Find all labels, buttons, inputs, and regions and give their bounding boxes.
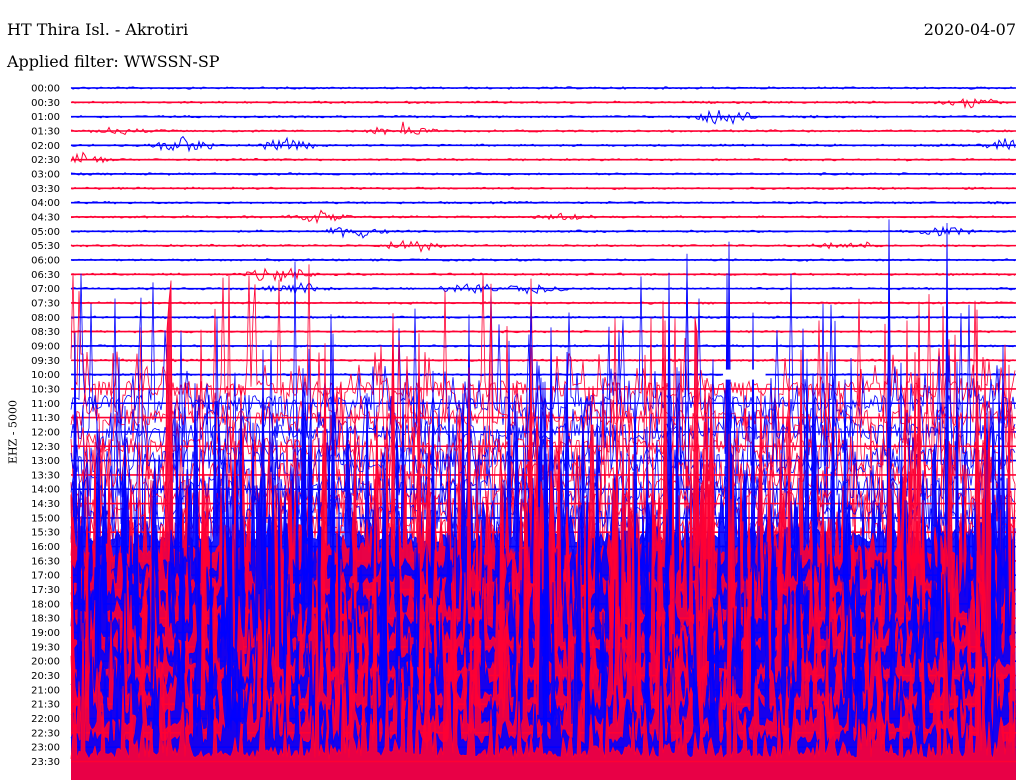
trace-line xyxy=(70,267,1016,282)
time-label: 05:30 xyxy=(31,241,60,252)
time-label: 16:00 xyxy=(31,542,60,553)
trace-lines xyxy=(70,86,1016,780)
time-label: 20:30 xyxy=(31,671,60,682)
time-label: 10:30 xyxy=(31,384,60,395)
time-label: 09:00 xyxy=(31,341,60,352)
time-label: 17:30 xyxy=(31,585,60,596)
time-label: 13:00 xyxy=(31,456,60,467)
trace-line xyxy=(70,515,1016,747)
time-label: 03:30 xyxy=(31,184,60,195)
time-label: 01:30 xyxy=(31,126,60,137)
time-label: 22:30 xyxy=(31,728,60,739)
time-label: 04:00 xyxy=(31,198,60,209)
time-label: 12:30 xyxy=(31,442,60,453)
saturated-trace-fill xyxy=(71,433,1016,780)
time-label: 18:30 xyxy=(31,614,60,625)
trace-line xyxy=(70,151,1016,164)
date-label: 2020-04-07 xyxy=(923,20,1016,39)
time-label: 12:00 xyxy=(31,427,60,438)
time-label: 11:30 xyxy=(31,413,60,424)
time-label: 16:30 xyxy=(31,556,60,567)
time-label: 23:30 xyxy=(31,757,60,768)
time-label: 04:30 xyxy=(31,212,60,223)
time-label: 02:00 xyxy=(31,141,60,152)
time-label: 15:00 xyxy=(31,513,60,524)
time-label: 00:30 xyxy=(31,98,60,109)
time-label: 09:30 xyxy=(31,356,60,367)
trace-line xyxy=(70,97,1016,109)
trace-line xyxy=(70,290,1016,547)
time-label: 14:00 xyxy=(31,485,60,496)
time-label: 23:00 xyxy=(31,743,60,754)
time-label: 21:30 xyxy=(31,700,60,711)
time-label: 18:00 xyxy=(31,599,60,610)
data-gap xyxy=(723,369,766,380)
time-label: 17:00 xyxy=(31,571,60,582)
time-label: 08:00 xyxy=(31,313,60,324)
filter-label: Applied filter: WWSSN-SP xyxy=(7,52,220,71)
time-label-column: 00:00 00:30 01:00 01:30 02:00 02:30 03:00 03:30… xyxy=(31,84,60,769)
trace-line xyxy=(70,225,1016,239)
time-label: 06:00 xyxy=(31,255,60,266)
time-label: 10:00 xyxy=(31,370,60,381)
time-label: 02:30 xyxy=(31,155,60,166)
station-title: HT Thira Isl. - Akrotiri xyxy=(7,20,189,39)
trace-line xyxy=(70,253,1016,652)
time-label: 11:00 xyxy=(31,399,60,410)
time-label: 03:00 xyxy=(31,169,60,180)
time-label: 21:00 xyxy=(31,685,60,696)
time-label: 19:00 xyxy=(31,628,60,639)
trace-line xyxy=(70,135,1016,153)
time-label: 07:30 xyxy=(31,298,60,309)
channel-label: EHZ - 5000 xyxy=(6,400,20,464)
time-label: 00:00 xyxy=(31,84,60,95)
trace-line xyxy=(70,470,1016,718)
time-label: 13:30 xyxy=(31,470,60,481)
time-label: 15:30 xyxy=(31,528,60,539)
time-label: 06:30 xyxy=(31,270,60,281)
time-label: 07:00 xyxy=(31,284,60,295)
trace-line xyxy=(70,121,1016,136)
time-label: 14:30 xyxy=(31,499,60,510)
trace-line xyxy=(70,433,1016,761)
time-label: 20:00 xyxy=(31,657,60,668)
time-label: 22:00 xyxy=(31,714,60,725)
time-label: 08:30 xyxy=(31,327,60,338)
time-label: 19:30 xyxy=(31,642,60,653)
time-label: 05:00 xyxy=(31,227,60,238)
trace-line xyxy=(70,275,1016,673)
time-label: 01:00 xyxy=(31,112,60,123)
